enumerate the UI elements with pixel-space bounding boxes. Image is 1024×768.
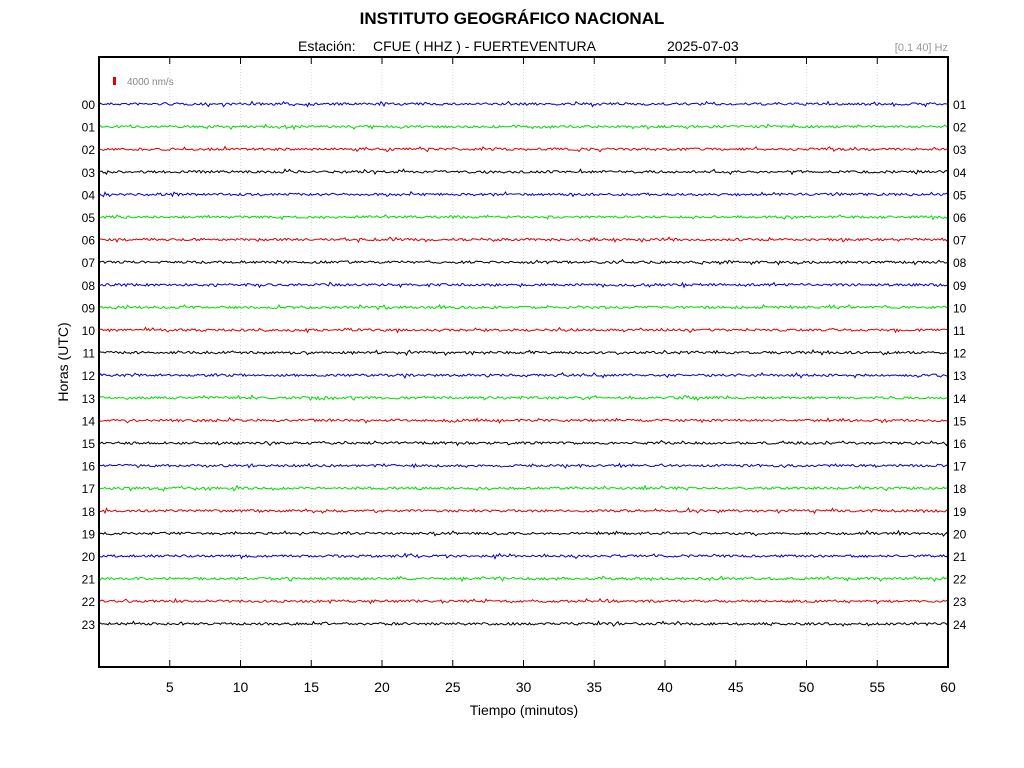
hour-label-right: 06 [953,211,967,225]
hour-label-right: 23 [953,595,967,609]
hour-label-right: 11 [953,324,966,338]
hour-label-right: 18 [953,482,967,496]
x-tick-label: 5 [166,679,174,695]
station-label: Estación: [298,38,356,54]
x-tick-label: 10 [233,679,249,695]
hour-label-left: 18 [82,505,96,519]
hour-label-right: 20 [953,527,967,541]
hour-label-right: 07 [953,234,967,248]
hour-label-right: 10 [953,301,967,315]
hour-label-left: 03 [82,166,96,180]
hour-label-left: 06 [82,234,96,248]
hour-label-left: 05 [82,211,96,225]
hour-label-left: 16 [82,460,96,474]
hour-label-left: 20 [82,550,96,564]
trace-hour-16 [98,462,949,469]
hour-label-left: 07 [82,256,96,270]
x-tick-label: 25 [445,679,461,695]
hour-label-right: 05 [953,188,967,202]
x-tick-label: 20 [374,679,390,695]
scale-label: 4000 nm/s [127,77,174,88]
hour-label-left: 09 [82,301,96,315]
trace-hour-19 [98,529,949,537]
x-tick-label: 15 [303,679,319,695]
hour-label-left: 04 [82,188,96,202]
x-tick-label: 60 [940,679,956,695]
trace-hour-13 [98,394,949,402]
trace-hour-10 [98,326,949,334]
trace-hour-21 [98,575,949,583]
chart-title: INSTITUTO GEOGRÁFICO NACIONAL [359,9,665,28]
hour-label-right: 22 [953,573,967,587]
trace-hour-14 [98,416,949,424]
x-tick-label: 35 [586,679,602,695]
trace-hour-08 [98,281,949,289]
filter-band: [0.1 40] Hz [894,42,948,54]
hour-label-left: 21 [82,573,96,587]
trace-hour-15 [98,439,949,447]
hour-label-left: 13 [82,392,96,406]
x-axis-label: Tiempo (minutos) [470,702,578,718]
hour-label-right: 09 [953,279,967,293]
record-date: 2025-07-03 [667,38,739,54]
hour-label-right: 16 [953,437,967,451]
hour-label-left: 15 [82,437,96,451]
hour-label-right: 21 [953,550,967,564]
station-name: CFUE ( HHZ ) - FUERTEVENTURA [373,38,596,54]
hour-label-right: 01 [953,98,967,112]
trace-hour-22 [98,597,949,605]
trace-hour-20 [98,552,949,560]
hour-label-right: 14 [953,392,967,406]
y-axis-label: Horas (UTC) [55,322,71,401]
x-tick-label: 40 [657,679,673,695]
hour-label-left: 11 [83,347,96,361]
hour-label-right: 19 [953,505,967,519]
hour-label-right: 12 [953,347,967,361]
trace-hour-03 [98,168,949,176]
trace-hour-01 [98,123,949,131]
trace-hour-11 [98,349,949,357]
trace-hour-04 [98,190,949,198]
trace-hour-17 [98,484,949,492]
trace-hour-06 [98,236,949,244]
hour-label-left: 01 [82,121,96,135]
x-tick-label: 50 [799,679,815,695]
hour-label-left: 23 [82,618,96,632]
hour-label-left: 08 [82,279,96,293]
scale-bar [113,77,116,85]
hour-label-left: 22 [82,595,96,609]
hour-label-left: 19 [82,527,96,541]
trace-hour-07 [98,258,948,266]
hour-label-right: 13 [953,369,967,383]
trace-hour-02 [98,145,949,153]
hour-label-right: 04 [953,166,967,180]
hour-label-right: 15 [953,414,967,428]
trace-hour-12 [98,371,949,379]
hour-label-right: 08 [953,256,967,270]
hour-label-left: 14 [82,414,96,428]
hour-label-left: 17 [82,482,96,496]
hour-label-left: 00 [82,98,96,112]
trace-hour-09 [98,303,949,311]
traces [98,100,949,627]
x-tick-label: 30 [516,679,532,695]
hour-label-right: 17 [953,460,967,474]
hour-label-right: 02 [953,121,967,135]
x-ticks: 5 10 15 20 25 30 35 40 45 50 55 60 [166,57,956,695]
hour-label-right: 24 [953,618,967,632]
x-tick-label: 45 [728,679,744,695]
trace-hour-05 [98,214,949,221]
x-tick-label: 55 [869,679,885,695]
hour-label-left: 02 [82,143,96,157]
hour-labels: 00 01 01 02 02 03 03 04 04 05 05 06 06 07 07 08 08 09 09 10… [82,98,967,632]
hour-label-left: 10 [82,324,96,338]
hour-label-right: 03 [953,143,967,157]
hour-label-left: 12 [82,369,96,383]
trace-hour-23 [98,620,949,627]
trace-hour-18 [98,507,949,515]
trace-hour-00 [98,100,949,108]
